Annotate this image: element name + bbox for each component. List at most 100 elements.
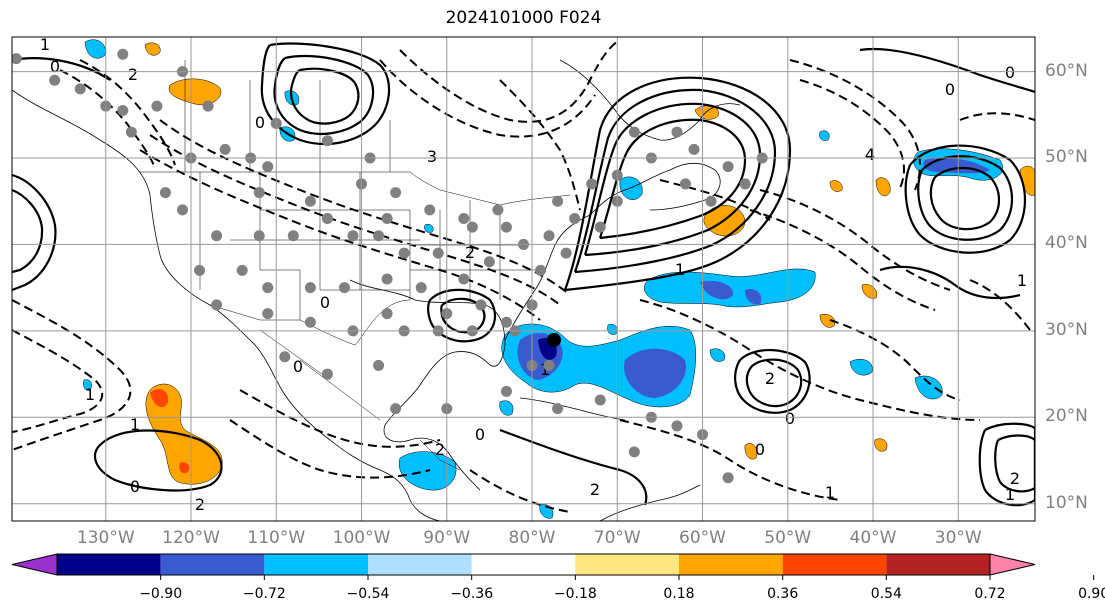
station-marker [492, 204, 504, 216]
solid-contour [904, 144, 1027, 254]
dashed-contour [759, 189, 951, 291]
station-marker [390, 403, 402, 415]
contour-value-label: 0 [130, 477, 140, 496]
station-marker [390, 187, 402, 199]
station-marker [236, 264, 248, 276]
negative-anomaly-blob [84, 39, 106, 59]
colorbar-tick-label: 0.36 [767, 586, 799, 602]
map-title: 2024101000 F024 [445, 8, 602, 28]
latitude-label: 20°N [1045, 406, 1088, 427]
station-marker [586, 178, 598, 190]
colorbar-tick-label: −0.18 [553, 586, 597, 602]
station-marker [74, 83, 86, 95]
station-marker [475, 299, 487, 311]
colorbar-tick-label: −0.36 [450, 586, 494, 602]
station-marker [202, 100, 214, 112]
solid-contour [499, 428, 648, 506]
station-marker [211, 299, 223, 311]
station-marker [177, 204, 188, 216]
longitude-label: 60°W [679, 528, 726, 548]
station-marker [347, 230, 359, 242]
station-marker [569, 213, 581, 224]
dashed-contour [79, 59, 176, 166]
colorbar-segment [368, 554, 472, 575]
positive-anomaly-core [150, 389, 169, 408]
negative-anomaly-blob [914, 375, 943, 400]
station-marker [543, 230, 555, 242]
dashed-contour [799, 79, 905, 189]
positive-anomaly-core [179, 462, 190, 474]
longitude-label: 80°W [508, 528, 556, 548]
south-america-coastline [599, 484, 701, 521]
longitude-label: 100°W [332, 528, 391, 548]
colorbar-segment [886, 554, 990, 575]
station-marker [12, 53, 22, 65]
positive-anomaly-blob [874, 438, 888, 452]
longitude-label: 50°W [764, 528, 812, 548]
contour-value-label: 1 [85, 385, 95, 404]
contour-value-label: 1 [1005, 485, 1015, 504]
north-america-coastline [12, 89, 441, 521]
solid-contour [563, 76, 792, 292]
negative-anomaly-blob [424, 224, 434, 233]
colorbar-segment [575, 554, 679, 575]
contour-value-label: 0 [785, 409, 795, 428]
longitude-label: 120°W [162, 528, 220, 548]
solid-contour [745, 358, 803, 408]
dashed-contour [229, 419, 431, 479]
contour-value-label: 4 [865, 145, 875, 164]
contour-value-label: 0 [320, 293, 330, 312]
contour-value-label: 1 [825, 483, 835, 502]
solid-contour [273, 54, 375, 136]
contour-value-label: 0 [1005, 63, 1015, 82]
solid-contour [427, 288, 497, 343]
colorbar-segment [264, 554, 368, 575]
colorbar-frame [56, 553, 991, 576]
solid-contour [917, 155, 1013, 241]
solid-contour [583, 102, 762, 257]
station-marker [560, 247, 572, 259]
dashed-contour [379, 59, 596, 138]
contour-value-label: 0 [475, 425, 485, 444]
dashed-contour-layer [12, 39, 1035, 513]
colorbar-overflow-triangle [989, 553, 1036, 576]
station-marker [262, 161, 274, 173]
positive-anomaly-blob [819, 314, 836, 328]
station-marker [688, 143, 700, 155]
solid-contour [12, 173, 57, 292]
station-marker [628, 126, 640, 138]
station-marker [381, 213, 393, 224]
station-marker [338, 282, 350, 294]
station-marker [594, 394, 606, 406]
longitude-label: 40°W [849, 528, 897, 548]
latitude-label: 50°N [1045, 147, 1088, 167]
dashed-contour [12, 329, 104, 433]
map-frame [11, 36, 1036, 522]
station-marker [304, 316, 316, 328]
canada-coastline [559, 59, 741, 141]
station-marker [321, 368, 333, 380]
colorbar-tick-label: −0.72 [242, 586, 286, 602]
dashed-contour [639, 299, 981, 421]
contour-value-label: 2 [128, 65, 138, 84]
solid-contour [929, 166, 1001, 231]
station-marker [253, 187, 265, 199]
solid-contour [994, 434, 1035, 493]
station-marker [432, 247, 444, 259]
contour-value-label: 0 [293, 357, 303, 376]
station-marker [279, 351, 291, 363]
station-marker [287, 230, 299, 242]
positive-anomaly-blob [875, 177, 891, 197]
station-marker [705, 195, 717, 207]
contour-value-label: 1 [130, 415, 140, 434]
station-marker [321, 213, 333, 224]
solid-contour [978, 422, 1035, 507]
station-marker [466, 221, 478, 233]
station-marker [117, 104, 129, 116]
positive-anomaly-blob [694, 105, 719, 120]
state-line [319, 172, 410, 291]
dashed-contour [789, 59, 921, 191]
station-marker [500, 221, 512, 233]
storm-center-marker [547, 333, 561, 347]
longitude-label: 130°W [76, 528, 135, 548]
